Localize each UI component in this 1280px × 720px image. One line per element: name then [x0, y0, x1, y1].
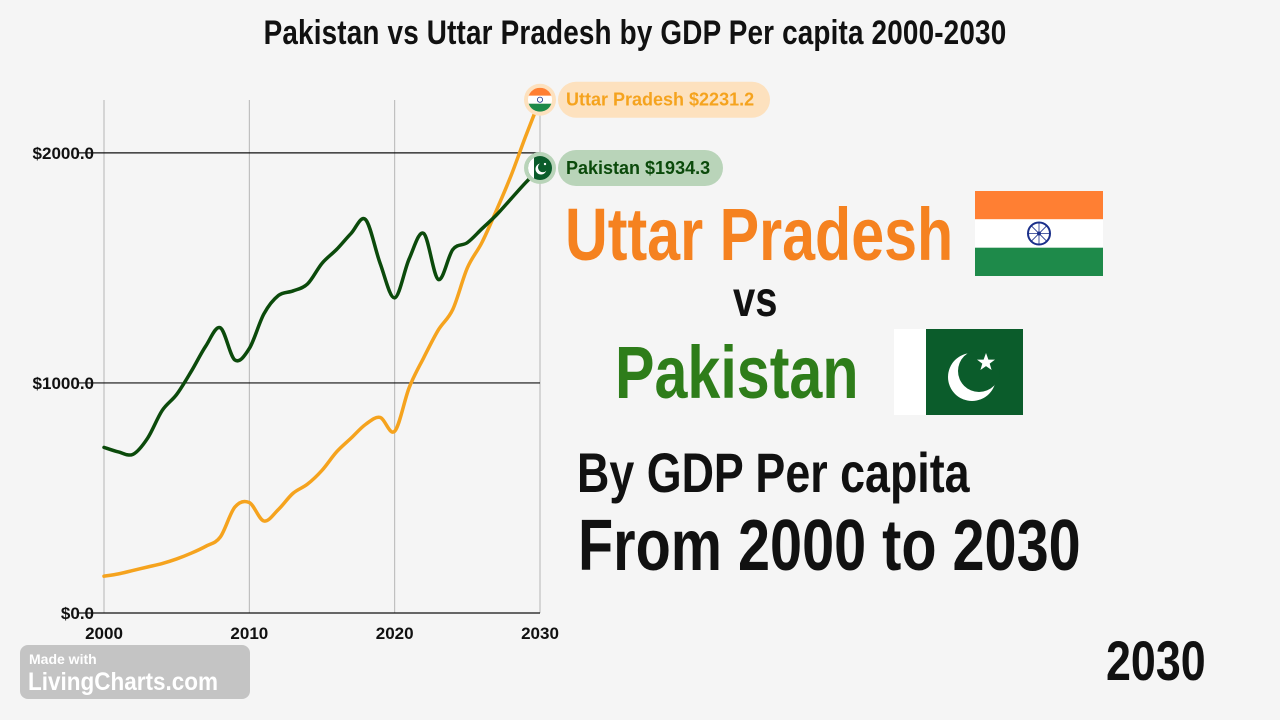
x-tick-label: 2000	[85, 624, 123, 643]
y-tick-label: $1000.0	[33, 374, 94, 393]
india-flag-icon	[975, 191, 1103, 276]
end-label-pill	[558, 150, 723, 187]
current-year: 2030	[1106, 629, 1206, 692]
y-tick-label: $2000.0	[33, 144, 94, 163]
x-tick-label: 2030	[521, 624, 559, 643]
heading-country-a: Uttar Pradesh	[565, 193, 954, 276]
end-label-text: Pakistan $1934.3	[566, 158, 710, 178]
pakistan-flag-icon	[894, 329, 1023, 415]
grid-layer	[78, 100, 541, 614]
watermark-line2: LivingCharts.com	[28, 668, 219, 696]
subtitle-range: From 2000 to 2030	[578, 506, 1081, 586]
series-layer	[102, 97, 542, 578]
india-marker-icon	[524, 83, 556, 116]
pakistan-marker-icon	[524, 152, 556, 185]
end-label-layer: Uttar Pradesh $2231.2 Pakistan $1934.3	[524, 81, 770, 187]
end-label-pakistan: Pakistan $1934.3	[558, 150, 723, 187]
x-tick-label: 2010	[230, 624, 268, 643]
series-line-uttar-pradesh	[102, 97, 542, 578]
chart-title: Pakistan vs Uttar Pradesh by GDP Per cap…	[263, 14, 1007, 52]
watermark-badge[interactable]: Made with LivingCharts.com	[20, 645, 250, 699]
axis-layer: 2000 2010 2020 2030 $0.0 $1000.0 $2000.0	[33, 144, 559, 643]
y-tick-label: $0.0	[61, 604, 94, 623]
heading-country-b: Pakistan	[615, 331, 859, 414]
subtitle-metric: By GDP Per capita	[577, 441, 970, 504]
heading-vs: vs	[733, 271, 778, 327]
watermark-line1: Made with	[29, 651, 97, 667]
end-label-uttar-pradesh: Uttar Pradesh $2231.2	[558, 81, 770, 118]
series-line-pakistan	[102, 166, 542, 457]
end-label-text: Uttar Pradesh $2231.2	[566, 90, 754, 110]
x-tick-label: 2020	[376, 624, 414, 643]
end-label-pill	[558, 81, 770, 118]
